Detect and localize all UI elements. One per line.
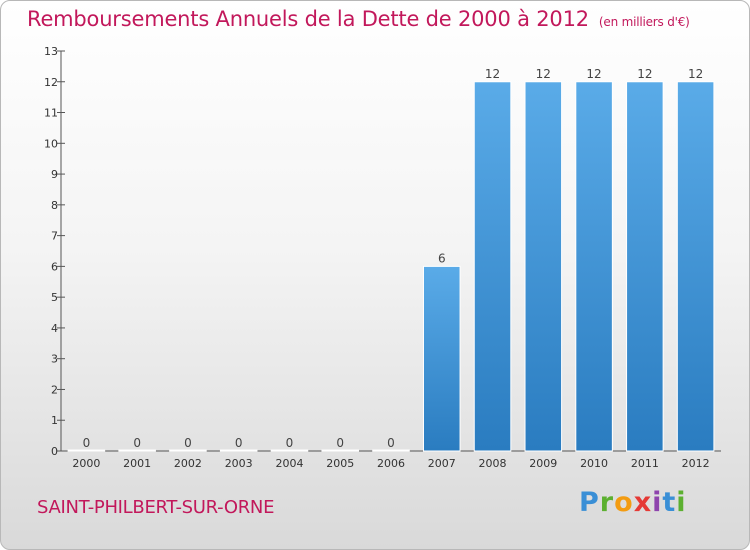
y-tick-label: 4 xyxy=(51,322,58,335)
bar-value-label: 12 xyxy=(637,67,652,81)
proxiti-logo: Proxiti xyxy=(579,487,687,518)
bar-value-label: 0 xyxy=(133,436,141,450)
chart-unit: (en milliers d'€) xyxy=(598,15,690,29)
x-tick-label: 2010 xyxy=(580,457,608,470)
y-tick-label: 13 xyxy=(44,45,58,58)
y-tick-label: 3 xyxy=(51,353,58,366)
logo-letter: P xyxy=(579,487,600,518)
x-tick-label: 2004 xyxy=(275,457,303,470)
bar xyxy=(524,81,563,452)
bar-value-label: 12 xyxy=(485,67,500,81)
x-tick-label: 2011 xyxy=(631,457,659,470)
logo-letter: i xyxy=(652,487,663,518)
y-tick-label: 0 xyxy=(51,445,58,458)
commune-name: SAINT-PHILBERT-SUR-ORNE xyxy=(37,497,275,518)
bar xyxy=(473,81,512,452)
x-tick-label: 2001 xyxy=(123,457,151,470)
x-tick-label: 2009 xyxy=(529,457,557,470)
logo-letter: o xyxy=(614,487,634,518)
logo-letter: x xyxy=(633,487,653,518)
y-tick-label: 5 xyxy=(51,291,58,304)
y-tick-label: 10 xyxy=(44,137,58,150)
x-tick-label: 2006 xyxy=(377,457,405,470)
x-tick-label: 2008 xyxy=(479,457,507,470)
bar xyxy=(67,449,106,452)
bar-value-label: 0 xyxy=(387,436,395,450)
y-tick-label: 7 xyxy=(51,230,58,243)
bar xyxy=(575,81,613,452)
bar-value-label: 0 xyxy=(83,436,91,450)
bar-value-label: 12 xyxy=(536,67,551,81)
y-tick-label: 11 xyxy=(44,107,58,120)
bar-value-label: 6 xyxy=(438,251,446,265)
bar xyxy=(169,449,207,452)
bar xyxy=(372,449,410,452)
y-tick-label: 8 xyxy=(51,199,58,212)
x-tick-label: 2012 xyxy=(682,457,710,470)
logo-letter: r xyxy=(599,487,615,518)
bar-value-label: 0 xyxy=(235,436,243,450)
x-tick-label: 2002 xyxy=(174,457,202,470)
chart-title-text: Remboursements Annuels de la Dette de 20… xyxy=(27,7,589,31)
bar xyxy=(321,449,360,452)
logo-letter: t xyxy=(662,487,677,518)
logo-letter: i xyxy=(676,487,687,518)
y-tick-label: 6 xyxy=(51,260,58,273)
bar xyxy=(626,81,664,452)
x-tick-label: 2005 xyxy=(326,457,354,470)
chart-title: Remboursements Annuels de la Dette de 20… xyxy=(27,7,690,31)
bar xyxy=(676,81,715,452)
bar xyxy=(422,265,461,452)
bar-value-label: 0 xyxy=(286,436,294,450)
bar-value-label: 0 xyxy=(336,436,344,450)
y-tick-label: 9 xyxy=(51,168,58,181)
x-tick-label: 2003 xyxy=(225,457,253,470)
bar xyxy=(219,449,258,452)
bar-value-label: 0 xyxy=(184,436,192,450)
x-tick-label: 2007 xyxy=(428,457,456,470)
bar-value-label: 12 xyxy=(688,67,703,81)
bar xyxy=(118,449,156,452)
y-tick-label: 12 xyxy=(44,76,58,89)
x-tick-label: 2000 xyxy=(72,457,100,470)
bar xyxy=(270,449,309,452)
y-tick-label: 2 xyxy=(51,383,58,396)
y-tick-label: 1 xyxy=(51,414,58,427)
bar-value-label: 12 xyxy=(586,67,601,81)
